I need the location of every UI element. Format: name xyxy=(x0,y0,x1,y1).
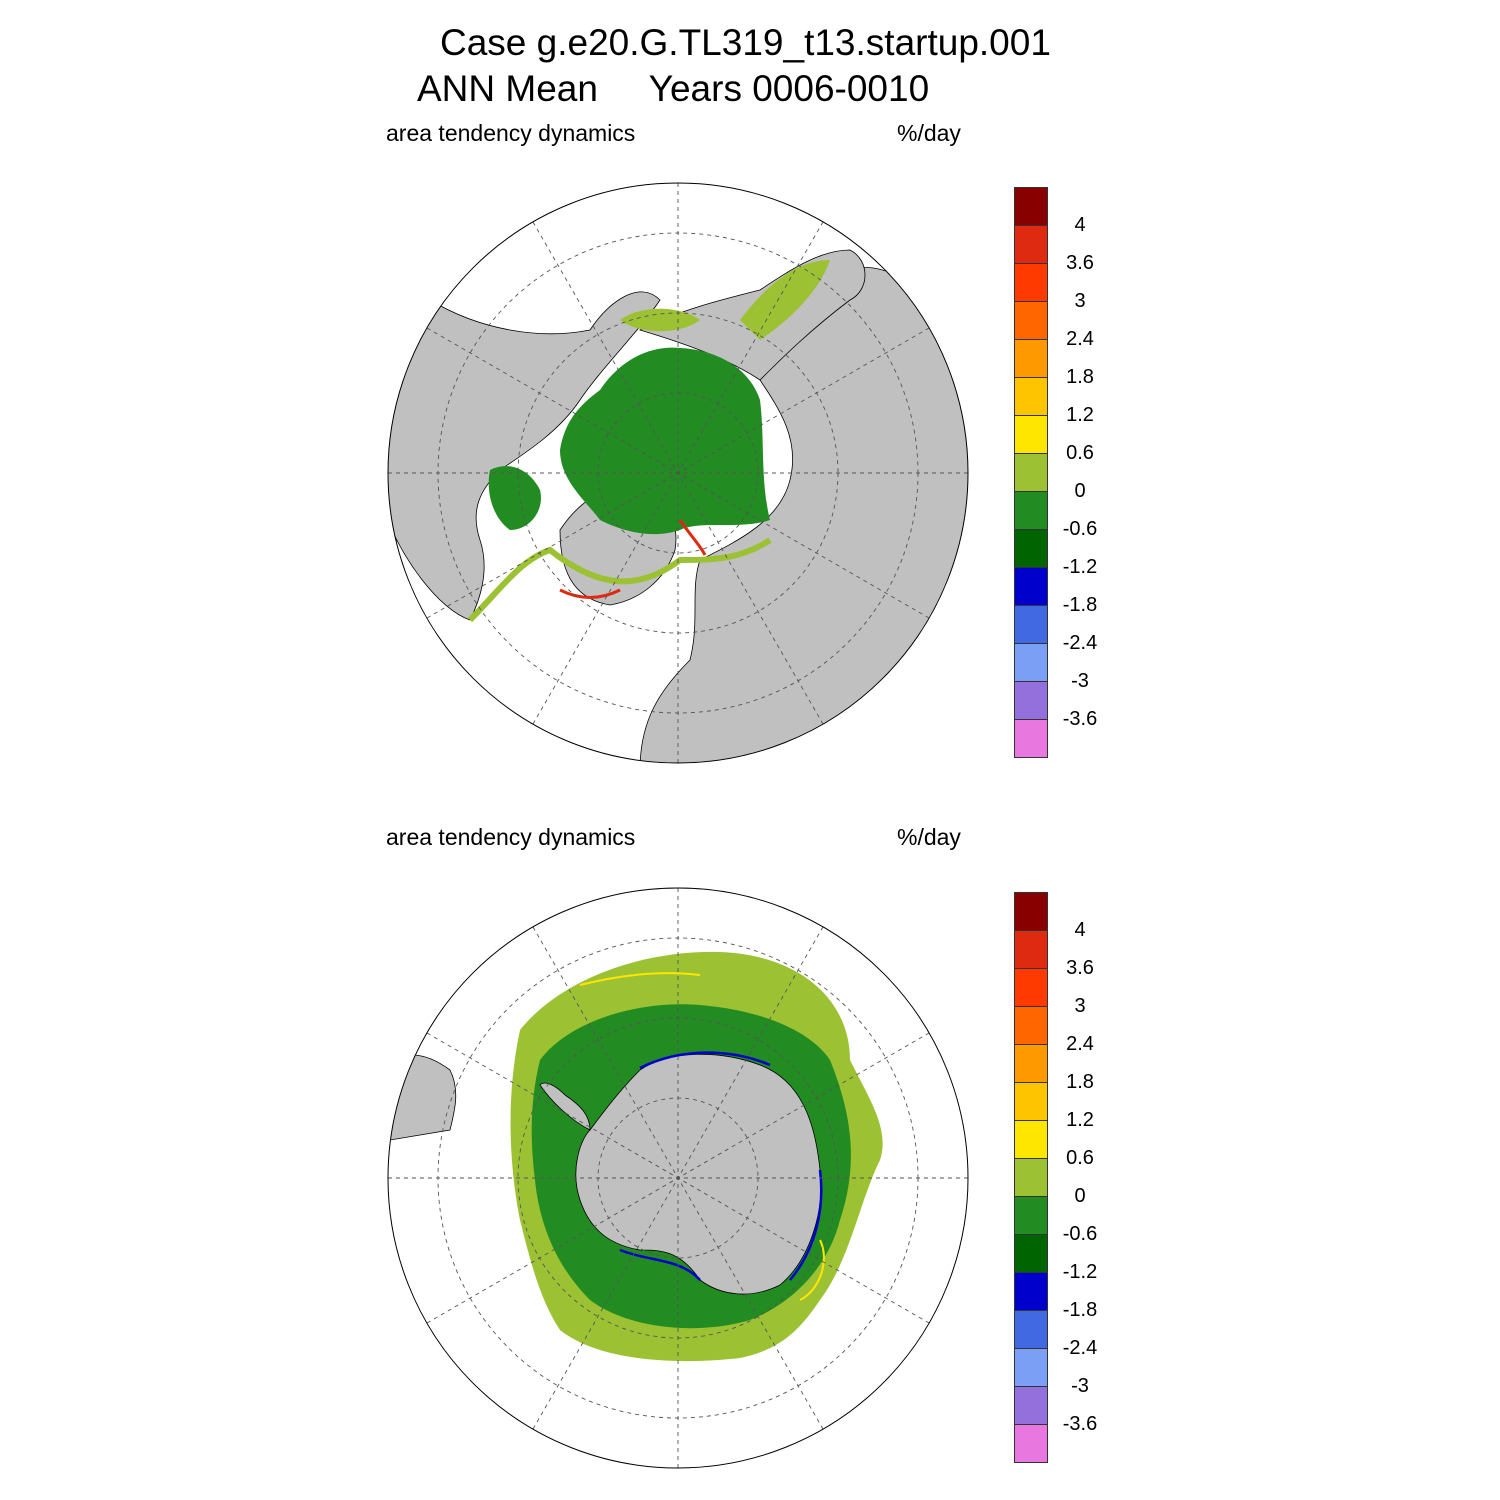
colorbar-tick-label: 3.6 xyxy=(1066,252,1094,274)
colorbar-tick-label: 2.4 xyxy=(1066,1033,1094,1055)
colorbar-swatch xyxy=(1014,1196,1048,1235)
colorbar-swatch xyxy=(1014,415,1048,454)
colorbar-tick-label: -3 xyxy=(1071,1375,1089,1397)
colorbar-swatch xyxy=(1014,529,1048,568)
south-ice-shelf-blue xyxy=(619,1051,823,1281)
colorbar-swatch xyxy=(1014,1158,1048,1197)
south-map-border xyxy=(387,887,969,1469)
north-edge-red xyxy=(559,519,707,599)
colorbar-tick-label: -3.6 xyxy=(1062,1413,1098,1435)
north-units-label: %/day xyxy=(897,120,961,146)
colorbar-swatch xyxy=(1014,187,1048,226)
colorbar-tick-label: -2.4 xyxy=(1062,1337,1098,1359)
north-sea-ice xyxy=(560,347,770,535)
colorbar-swatch xyxy=(1014,1310,1048,1349)
colorbar-swatch xyxy=(1014,1424,1048,1463)
colorbar-tick-label: -1.2 xyxy=(1062,556,1098,578)
colorbar-tick-label: 0.6 xyxy=(1066,442,1094,464)
colorbar-tick-label: 0 xyxy=(1074,1185,1086,1207)
colorbar-swatch xyxy=(1014,263,1048,302)
north-variable-label: area tendency dynamics xyxy=(386,120,636,146)
colorbar-tick-label: -3 xyxy=(1071,670,1089,692)
figure-title-line-2: ANN Mean Years 0006-0010 xyxy=(417,68,930,109)
colorbar-tick-label: 1.8 xyxy=(1066,1071,1094,1093)
colorbar-tick-label: -1.2 xyxy=(1062,1261,1098,1283)
colorbar-swatch xyxy=(1014,1234,1048,1273)
colorbar-tick-label: -0.6 xyxy=(1062,518,1098,540)
colorbar-swatch xyxy=(1014,453,1048,492)
colorbar-tick-label: 4 xyxy=(1074,214,1086,236)
colorbar-swatch xyxy=(1014,1272,1048,1311)
colorbar-tick-label: 3 xyxy=(1074,995,1086,1017)
south-variable-label: area tendency dynamics xyxy=(386,824,636,850)
colorbar-swatch xyxy=(1014,377,1048,416)
colorbar-tick-label: 1.2 xyxy=(1066,404,1094,426)
north-map-border xyxy=(387,182,969,764)
north-ice-edge-bering xyxy=(740,260,830,340)
colorbar-swatch xyxy=(1014,1082,1048,1121)
colorbar-swatch xyxy=(1014,339,1048,378)
colorbar-swatch xyxy=(1014,1044,1048,1083)
north-graticule xyxy=(388,183,968,763)
north-ice-edge-okhotsk xyxy=(620,308,700,332)
colorbar-swatch xyxy=(1014,643,1048,682)
south-polar-map xyxy=(388,888,968,1468)
colorbar-swatch xyxy=(1014,301,1048,340)
south-antarctica-land xyxy=(575,1053,822,1295)
colorbar-tick-label: -3.6 xyxy=(1062,708,1098,730)
colorbar-tick-label: -2.4 xyxy=(1062,632,1098,654)
colorbar-swatch xyxy=(1014,605,1048,644)
colorbar-tick-label: 1.8 xyxy=(1066,366,1094,388)
colorbar-tick-label: -1.8 xyxy=(1062,1299,1098,1321)
south-ice-yellow-edge xyxy=(579,972,825,1301)
colorbar-tick-label: -1.8 xyxy=(1062,594,1098,616)
colorbar-swatch xyxy=(1014,1006,1048,1045)
colorbar-swatch xyxy=(1014,681,1048,720)
colorbar-tick-label: 0 xyxy=(1074,480,1086,502)
colorbar-swatch xyxy=(1014,225,1048,264)
colorbar-tick-label: 2.4 xyxy=(1066,328,1094,350)
south-graticule xyxy=(388,888,968,1468)
colorbar-swatch xyxy=(1014,892,1048,931)
colorbar-tick-label: -0.6 xyxy=(1062,1223,1098,1245)
colorbar-swatch xyxy=(1014,930,1048,969)
figure-title-line-1: Case g.e20.G.TL319_t13.startup.001 xyxy=(440,22,1051,63)
north-ice-hudson xyxy=(488,466,541,530)
colorbar-tick-label: 1.2 xyxy=(1066,1109,1094,1131)
colorbar-swatch xyxy=(1014,567,1048,606)
colorbar-tick-label: 0.6 xyxy=(1066,1147,1094,1169)
north-ice-edge xyxy=(467,537,772,623)
colorbar-tick-label: 3 xyxy=(1074,290,1086,312)
colorbar-swatch xyxy=(1014,1120,1048,1159)
colorbar-tick-label: 3.6 xyxy=(1066,957,1094,979)
colorbar-swatch xyxy=(1014,491,1048,530)
north-polar-map xyxy=(388,183,968,763)
colorbar-swatch xyxy=(1014,1348,1048,1387)
colorbar-swatch xyxy=(1014,968,1048,1007)
colorbar-swatch xyxy=(1014,1386,1048,1425)
colorbar-tick-label: 4 xyxy=(1074,919,1086,941)
south-units-label: %/day xyxy=(897,824,961,850)
colorbar-swatch xyxy=(1014,719,1048,758)
